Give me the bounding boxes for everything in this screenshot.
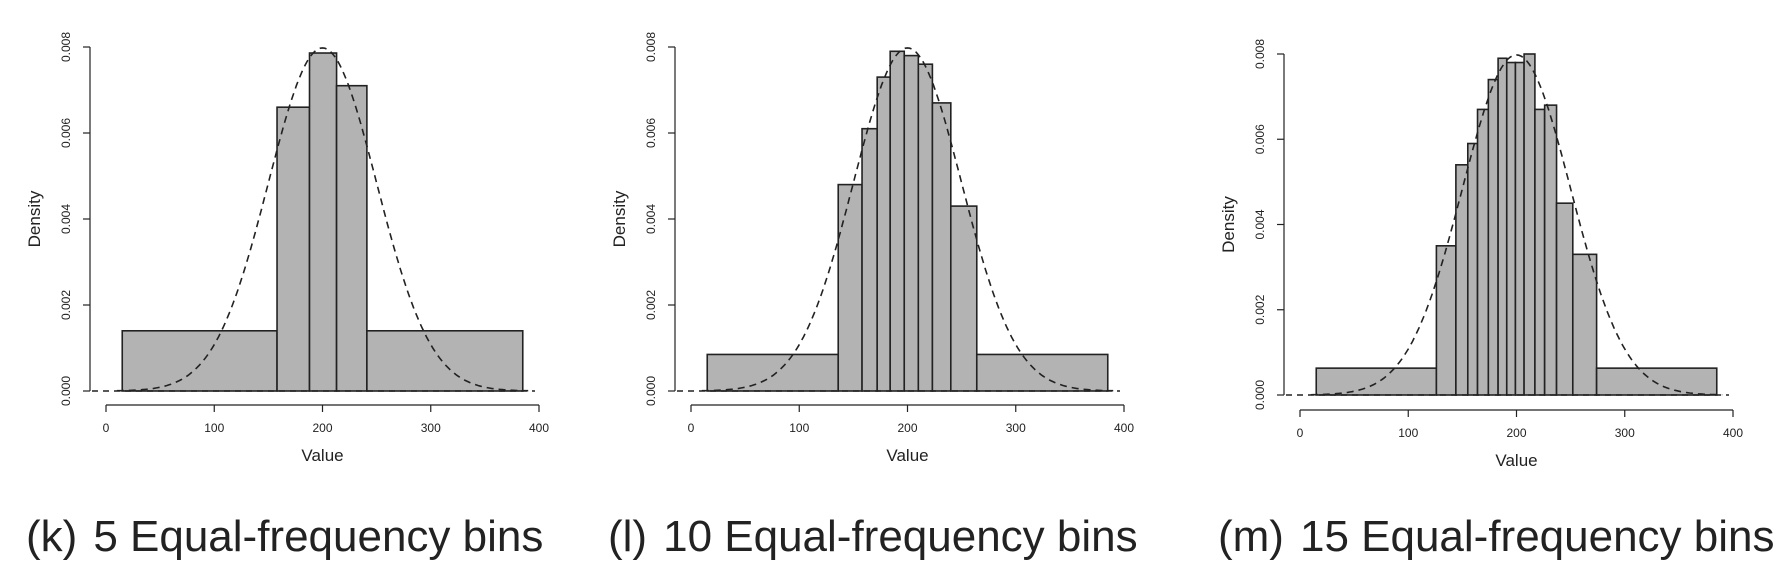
histogram-bar-m-14 <box>1571 253 1598 396</box>
y-tick-label-k-0.002: 0.002 <box>59 290 73 320</box>
caption-label-k: (k) <box>26 512 78 561</box>
x-axis-label-m: Value <box>1495 451 1537 470</box>
x-tick-label-m-400: 400 <box>1723 426 1743 440</box>
x-tick-label-k-400: 400 <box>529 421 549 435</box>
histogram-panel-k: 0 100 200 300 400 Value 0.000 0.002 0.004 0.006 0.… <box>0 0 590 587</box>
x-tick-label-m-200: 200 <box>1506 426 1526 440</box>
normal-curve-l <box>701 47 1114 392</box>
x-tick-label-l-0: 0 <box>688 421 695 435</box>
histogram-bar-m-15 <box>1595 367 1718 396</box>
y-tick-label-m-0.000: 0.000 <box>1253 380 1267 410</box>
y-axis-label-k: Density <box>25 190 44 247</box>
histogram-bar-l-4 <box>876 76 891 392</box>
normal-curve-m <box>1310 54 1723 396</box>
histogram-bar-k-1 <box>121 329 278 392</box>
normal-curve-k <box>116 47 529 392</box>
x-axis-label-k: Value <box>301 446 343 465</box>
histogram-bar-m-13 <box>1555 202 1574 396</box>
caption-label-l: (l) <box>608 512 648 561</box>
x-tick-label-k-300: 300 <box>421 421 441 435</box>
y-tick-label-l-0.006: 0.006 <box>644 118 658 148</box>
y-tick-label-m-0.002: 0.002 <box>1253 294 1267 324</box>
histogram-bar-l-5 <box>889 50 906 392</box>
histogram-panel-m: 0 100 200 300 400 Value 0.000 0.002 0.004 0.006 0.… <box>1190 0 1792 587</box>
histogram-bar-m-12 <box>1543 104 1558 396</box>
y-axis-label-l: Density <box>610 190 629 247</box>
histogram-bar-m-2 <box>1435 245 1457 396</box>
histogram-bar-m-9 <box>1514 61 1525 396</box>
histogram-bar-l-1 <box>706 353 840 392</box>
histogram-bar-l-8 <box>931 102 952 392</box>
x-tick-label-m-300: 300 <box>1615 426 1635 440</box>
y-axis-label-m: Density <box>1219 196 1238 253</box>
y-tick-label-k-0.006: 0.006 <box>59 118 73 148</box>
y-tick-label-l-0.000: 0.000 <box>644 376 658 406</box>
histogram-bar-l-6 <box>903 54 920 392</box>
y-tick-label-l-0.002: 0.002 <box>644 290 658 320</box>
caption-text-k: 5 Equal-frequency bins <box>93 512 544 561</box>
y-tick-label-m-0.006: 0.006 <box>1253 124 1267 154</box>
caption-k: (k) 5 Equal-frequency bins <box>26 512 543 562</box>
histogram-bar-m-8 <box>1505 61 1517 396</box>
histogram-bar-m-4 <box>1466 142 1479 396</box>
x-tick-label-k-100: 100 <box>204 421 224 435</box>
histogram-bar-k-5 <box>366 329 524 392</box>
caption-l: (l) 10 Equal-frequency bins <box>608 512 1138 562</box>
caption-text-l: 10 Equal-frequency bins <box>663 512 1138 561</box>
histogram-bar-m-1 <box>1315 367 1438 396</box>
histogram-chart-k: 0 100 200 300 400 Value 0.000 0.002 0.004 0.006 0.… <box>25 32 549 465</box>
histogram-chart-m: 0 100 200 300 400 Value 0.000 0.002 0.004 0.006 0.… <box>1219 39 1743 470</box>
y-tick-label-k-0.004: 0.004 <box>59 204 73 234</box>
histogram-bar-m-6 <box>1487 78 1499 396</box>
histogram-bar-l-10 <box>975 353 1109 392</box>
caption-m: (m) 15 Equal-frequency bins <box>1218 512 1775 562</box>
histogram-bar-k-2 <box>276 106 311 392</box>
y-tick-label-k-0.008: 0.008 <box>59 32 73 62</box>
x-tick-label-k-200: 200 <box>312 421 332 435</box>
x-axis-label-l: Value <box>886 446 928 465</box>
x-tick-label-k-0: 0 <box>103 421 110 435</box>
histogram-chart-l: 0 100 200 300 400 Value 0.000 0.002 0.004 0.006 0.… <box>610 32 1134 465</box>
y-tick-label-m-0.008: 0.008 <box>1253 39 1267 69</box>
histogram-bar-k-3 <box>308 52 338 392</box>
y-tick-label-l-0.008: 0.008 <box>644 32 658 62</box>
histogram-bar-m-5 <box>1476 108 1490 396</box>
x-tick-label-l-300: 300 <box>1006 421 1026 435</box>
histogram-bar-l-7 <box>917 63 934 392</box>
y-tick-label-m-0.004: 0.004 <box>1253 209 1267 239</box>
histogram-bar-l-9 <box>949 205 978 392</box>
histogram-bar-k-4 <box>335 84 368 392</box>
y-tick-label-k-0.000: 0.000 <box>59 376 73 406</box>
x-tick-label-m-0: 0 <box>1297 426 1304 440</box>
histogram-panel-l: 0 100 200 300 400 Value 0.000 0.002 0.004 0.006 0.… <box>590 0 1180 587</box>
histogram-bar-m-11 <box>1534 108 1546 396</box>
y-tick-label-l-0.004: 0.004 <box>644 204 658 234</box>
histogram-bar-l-3 <box>861 127 878 392</box>
histogram-bar-m-7 <box>1497 57 1508 396</box>
x-tick-label-l-100: 100 <box>789 421 809 435</box>
histogram-bar-m-3 <box>1455 164 1469 396</box>
x-tick-label-l-200: 200 <box>897 421 917 435</box>
caption-text-m: 15 Equal-frequency bins <box>1299 512 1775 561</box>
x-tick-label-l-400: 400 <box>1114 421 1134 435</box>
caption-label-m: (m) <box>1218 512 1284 561</box>
histogram-bar-m-10 <box>1523 53 1536 396</box>
histogram-bar-l-2 <box>837 183 863 392</box>
x-tick-label-m-100: 100 <box>1398 426 1418 440</box>
